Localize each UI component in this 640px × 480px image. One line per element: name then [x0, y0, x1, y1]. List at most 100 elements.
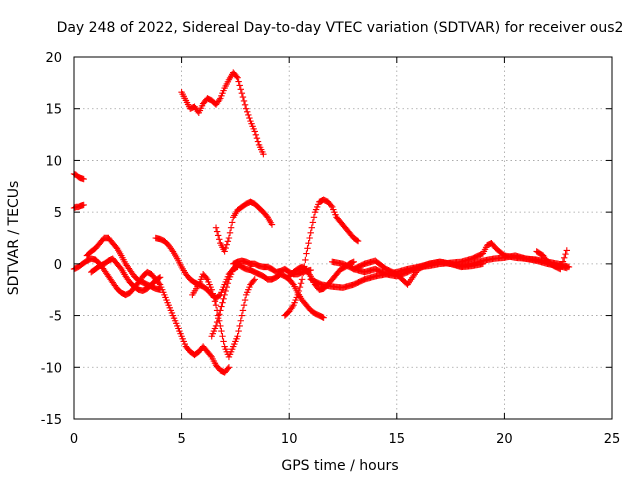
data-point [297, 280, 305, 287]
data-point [226, 229, 234, 237]
data-point [219, 333, 226, 340]
data-point [80, 201, 87, 209]
data-point [222, 244, 229, 252]
y-tick-label: 20 [45, 51, 62, 66]
data-point [302, 256, 309, 264]
series-s5 [88, 255, 164, 294]
data-point [246, 114, 253, 122]
data-point [212, 322, 220, 330]
data-point [245, 111, 252, 119]
data-point [250, 277, 257, 284]
data-point [213, 318, 221, 326]
data-point [563, 247, 571, 254]
data-point [253, 134, 261, 142]
data-point [236, 322, 243, 330]
series-s7 [178, 69, 267, 158]
data-point [212, 224, 220, 231]
y-tick-label: 5 [54, 206, 62, 221]
data-point [252, 131, 260, 139]
data-point [238, 312, 246, 319]
data-point [242, 105, 250, 112]
data-point [80, 175, 87, 183]
gridlines [74, 57, 612, 419]
data-point [308, 224, 315, 231]
y-tick-label: -10 [41, 361, 62, 376]
data-point [217, 307, 224, 314]
chart-title: Day 248 of 2022, Sidereal Day-to-day VTE… [57, 20, 624, 36]
data-point [234, 333, 241, 340]
data-point [218, 327, 225, 335]
data-point [228, 219, 236, 226]
data-point [212, 302, 220, 309]
y-axis-label: SDTVAR / TECUs [6, 181, 22, 296]
data-point [350, 258, 357, 265]
data-point [294, 291, 302, 299]
y-tick-label: 15 [45, 103, 62, 118]
data-point [221, 291, 228, 299]
x-tick-label: 5 [177, 432, 185, 447]
data-point [296, 283, 304, 291]
data-point [289, 303, 296, 310]
series-s12 [281, 196, 362, 319]
data-point [237, 317, 244, 324]
data-point [235, 327, 242, 335]
series-s2 [70, 201, 87, 212]
plot-frame [73, 56, 613, 420]
data-point [354, 237, 362, 245]
data-point [235, 78, 242, 85]
data-point [223, 283, 230, 291]
series-s16 [350, 257, 487, 288]
data-point [220, 338, 227, 345]
data-point [209, 290, 217, 297]
data-point [309, 219, 317, 226]
data-point [239, 93, 247, 101]
x-tick-label: 15 [389, 432, 406, 447]
data-point [210, 294, 218, 301]
data-point [156, 286, 164, 293]
data-point [307, 229, 314, 237]
data-point [240, 302, 248, 309]
data-point [244, 108, 251, 116]
data-point [562, 250, 569, 258]
series-s1 [70, 170, 87, 183]
data-point [479, 260, 487, 268]
data-point [227, 224, 235, 231]
data-point [251, 276, 258, 283]
data-point [222, 287, 229, 295]
data-point [216, 311, 223, 318]
data-point [298, 276, 306, 283]
data-point [225, 364, 233, 371]
data-point [224, 365, 232, 372]
data-point [211, 298, 219, 305]
data-point [214, 232, 222, 239]
data-point [320, 314, 327, 321]
y-tick-label: 10 [45, 154, 62, 169]
data-point [225, 234, 233, 242]
data-point [241, 296, 249, 304]
data-point [304, 245, 311, 252]
data-point [234, 74, 241, 81]
data-point [241, 101, 249, 109]
data-point [306, 271, 313, 278]
data-point [239, 307, 247, 314]
data-point [565, 263, 573, 271]
data-point [306, 234, 313, 242]
data-point [353, 237, 361, 244]
data-point [559, 258, 567, 265]
data-point [260, 151, 267, 158]
axis-ticks [73, 56, 613, 420]
data-point [216, 292, 223, 299]
data-point [168, 246, 176, 254]
data-point [224, 280, 232, 287]
y-tick-label: 0 [54, 258, 62, 273]
data-point [236, 82, 243, 89]
tick-labels: 0 5 10 15 20 25 -15 -10 -5 0 5 10 15 20 [41, 51, 621, 447]
data-point [305, 239, 312, 247]
data-point [155, 274, 163, 282]
data-point [289, 280, 296, 287]
data-point [208, 286, 215, 293]
data-point [220, 295, 227, 302]
x-tick-label: 20 [496, 432, 513, 447]
series-s3 [70, 255, 233, 376]
